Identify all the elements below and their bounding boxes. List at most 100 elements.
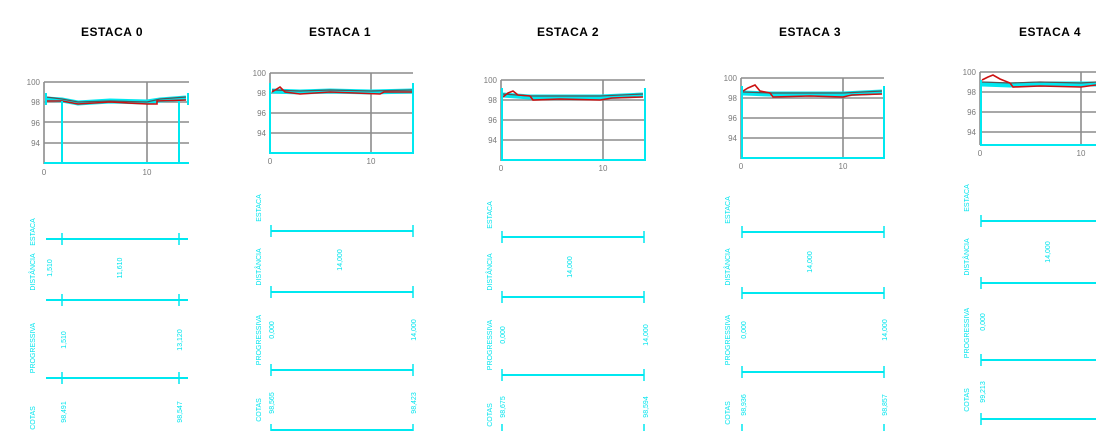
table-labels: ESTACA DISTÂNCIA PROGRESSIVA COTAS — [485, 201, 494, 427]
row-label-progressiva: PROGRESSIVA — [487, 319, 494, 370]
progressiva-value: 13,120 — [177, 329, 184, 351]
row-label-distancia: DISTÂNCIA — [485, 253, 494, 291]
terrain-profile — [980, 74, 1096, 146]
cota-value: 98,547 — [177, 401, 184, 423]
y-tick: 94 — [31, 139, 40, 148]
y-tick: 100 — [484, 76, 498, 85]
station-title: ESTACA 1 — [309, 25, 371, 39]
row-label-cotas: COTAS — [487, 403, 494, 427]
chart-grid — [43, 81, 189, 164]
station-title: ESTACA 3 — [779, 25, 841, 39]
x-tick: 0 — [42, 168, 47, 177]
table-lines — [741, 226, 885, 431]
x-tick: 0 — [739, 162, 744, 171]
x-tick: 0 — [268, 157, 273, 166]
cota-value: 98,565 — [269, 392, 276, 414]
row-label-distancia: DISTÂNCIA — [962, 238, 971, 276]
station-3: ESTACA 3 100 98 96 94 0 10 ESTACA DISTÂN… — [723, 25, 889, 431]
cota-value: 98,675 — [500, 396, 507, 418]
distance-value: 14,000 — [807, 251, 814, 273]
progressiva-value: 1,510 — [61, 331, 68, 349]
station-title: ESTACA 0 — [81, 25, 143, 39]
y-tick: 98 — [488, 96, 497, 105]
progressiva-value: 0,000 — [269, 321, 276, 339]
terrain-profile — [269, 83, 414, 154]
table-lines — [980, 215, 1096, 425]
cota-value: 98,423 — [411, 392, 418, 414]
y-tick: 96 — [967, 108, 976, 117]
y-tick: 96 — [257, 109, 266, 118]
y-tick: 94 — [488, 136, 497, 145]
x-tick: 0 — [978, 149, 983, 158]
y-tick: 98 — [728, 94, 737, 103]
row-label-progressiva: PROGRESSIVA — [964, 307, 971, 358]
table-lines — [46, 233, 188, 384]
row-label-cotas: COTAS — [256, 398, 263, 422]
distance-value: 11,610 — [117, 257, 124, 278]
station-title: ESTACA 4 — [1019, 25, 1081, 39]
cota-value: 98,594 — [643, 396, 650, 418]
row-label-distancia: DISTÂNCIA — [723, 248, 732, 286]
row-label-estaca: ESTACA — [256, 194, 263, 222]
station-2: ESTACA 2 100 98 96 94 0 10 ESTACA DISTÂN… — [484, 25, 650, 431]
progressiva-value: 14,000 — [882, 319, 889, 341]
x-tick: 10 — [143, 168, 152, 177]
progressiva-value: 14,000 — [643, 324, 650, 346]
y-tick: 96 — [488, 116, 497, 125]
y-tick: 96 — [728, 114, 737, 123]
row-label-progressiva: PROGRESSIVA — [256, 314, 263, 365]
y-tick: 100 — [724, 74, 738, 83]
distance-value: 14,000 — [337, 249, 344, 271]
x-tick: 10 — [1077, 149, 1086, 158]
row-label-estaca: ESTACA — [964, 184, 971, 212]
terrain-profile — [44, 93, 189, 164]
y-tick: 94 — [257, 129, 266, 138]
y-tick: 94 — [967, 128, 976, 137]
station-4: ESTACA 4 100 98 96 94 0 10 ESTACA DISTÂN… — [962, 25, 1096, 425]
chart-grid — [979, 71, 1096, 145]
x-tick: 10 — [839, 162, 848, 171]
progressiva-value: 0,000 — [741, 321, 748, 339]
y-tick: 100 — [27, 78, 41, 87]
row-label-progressiva: PROGRESSIVA — [725, 314, 732, 365]
y-tick: 96 — [31, 119, 40, 128]
cota-value: 98,491 — [61, 401, 68, 423]
row-label-cotas: COTAS — [30, 406, 37, 430]
progressiva-value: 14,000 — [411, 319, 418, 341]
row-label-estaca: ESTACA — [30, 218, 37, 246]
station-0: ESTACA 0 100 98 96 94 0 10 ESTACA DIS — [27, 25, 189, 430]
table-labels: ESTACA DISTÂNCIA PROGRESSIVA COTAS — [723, 196, 732, 425]
y-tick: 98 — [257, 89, 266, 98]
y-tick: 94 — [728, 134, 737, 143]
y-tick: 98 — [967, 88, 976, 97]
table-lines — [501, 231, 645, 431]
cota-value: 98,857 — [882, 394, 889, 416]
row-label-cotas: COTAS — [964, 388, 971, 412]
cota-value: 99,213 — [980, 381, 987, 403]
x-tick: 10 — [367, 157, 376, 166]
chart-grid — [740, 77, 884, 159]
x-tick: 10 — [599, 164, 608, 173]
progressiva-value: 0,000 — [980, 313, 987, 331]
station-title: ESTACA 2 — [537, 25, 599, 39]
distance-value: 14,000 — [1045, 241, 1052, 263]
row-label-estaca: ESTACA — [487, 201, 494, 229]
progressiva-value: 0,000 — [500, 326, 507, 344]
distance-value: 14,000 — [567, 256, 574, 278]
terrain-profile — [741, 84, 885, 159]
y-tick: 100 — [253, 69, 267, 78]
x-tick: 0 — [499, 164, 504, 173]
cota-value: 98,936 — [741, 394, 748, 416]
chart-grid — [269, 72, 413, 154]
distance-value: 1,510 — [47, 259, 54, 277]
row-label-estaca: ESTACA — [725, 196, 732, 224]
chart-grid — [500, 79, 645, 161]
table-labels: ESTACA DISTÂNCIA PROGRESSIVA COTAS — [962, 184, 971, 412]
row-label-progressiva: PROGRESSIVA — [30, 322, 37, 373]
row-label-cotas: COTAS — [725, 401, 732, 425]
y-tick: 100 — [963, 68, 977, 77]
table-labels: ESTACA DISTÂNCIA PROGRESSIVA COTAS — [254, 194, 263, 422]
station-1: ESTACA 1 100 98 96 94 0 10 ESTACA DISTÂN… — [253, 25, 418, 431]
